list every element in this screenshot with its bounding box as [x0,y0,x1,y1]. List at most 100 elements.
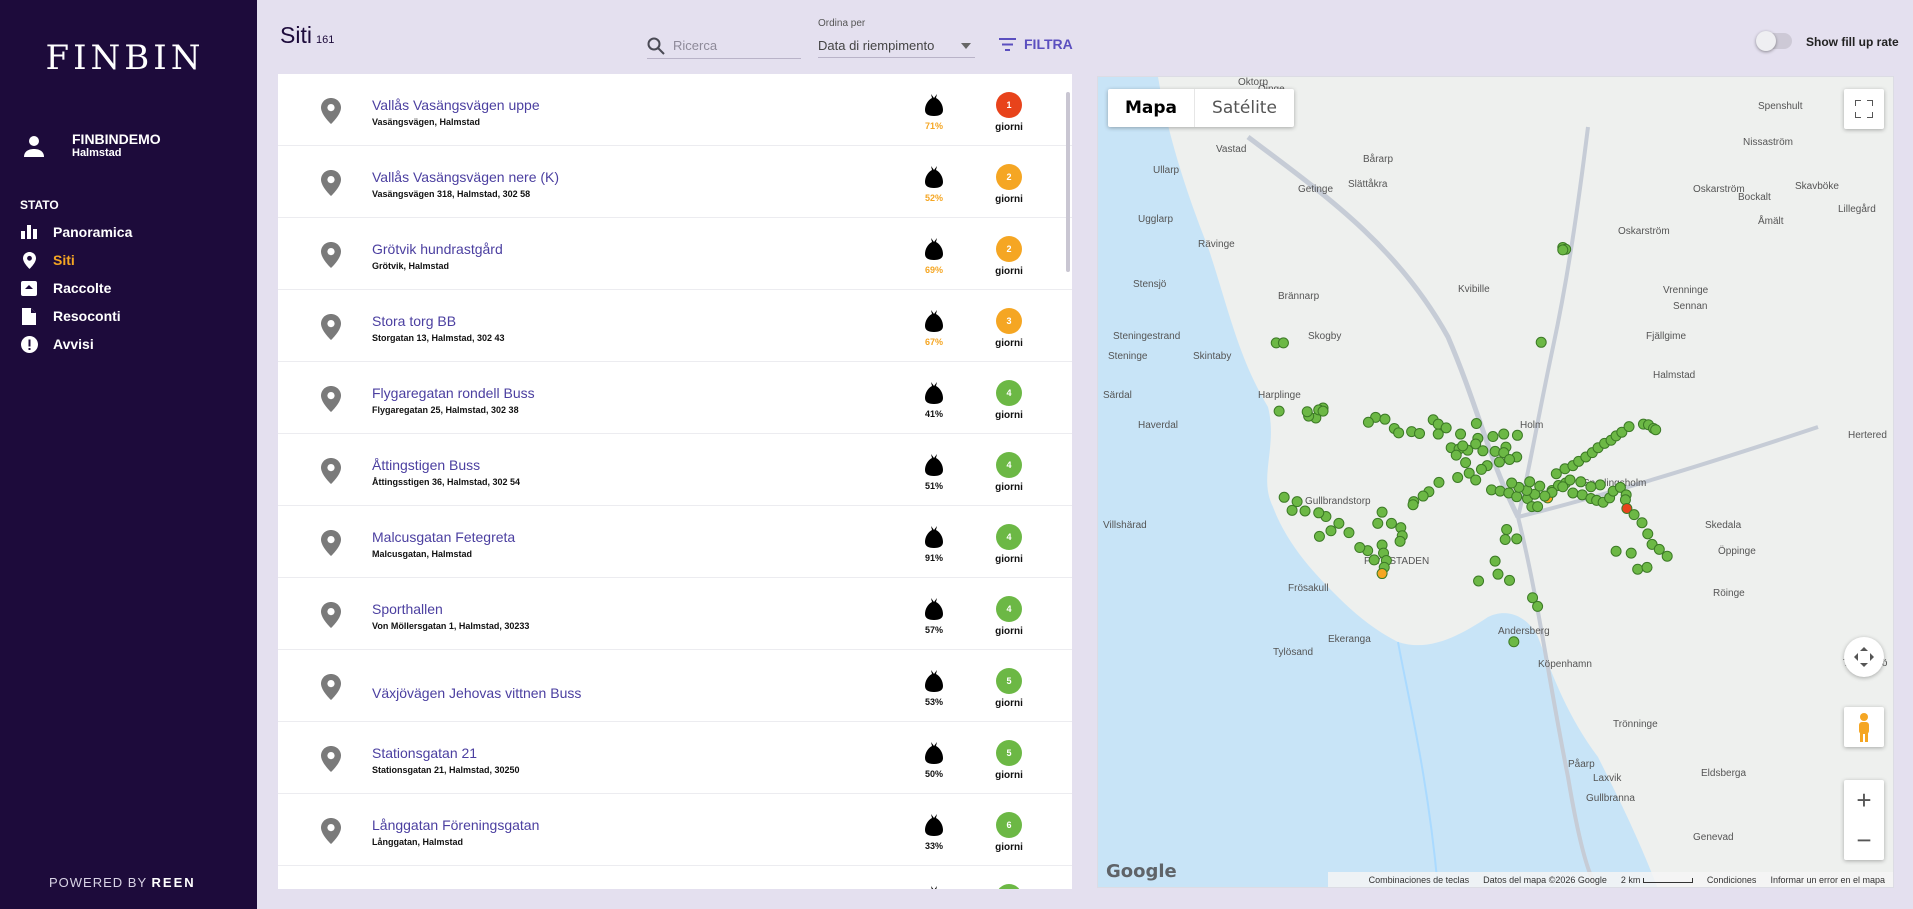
site-marker[interactable] [1534,480,1546,492]
site-marker[interactable] [1511,429,1523,441]
keyboard-shortcuts-link[interactable]: Combinaciones de teclas [1368,874,1470,885]
site-row[interactable]: Vallås Vasängsvägen nere (K) Vasängsvägen… [278,146,1072,218]
site-marker[interactable] [1539,490,1551,502]
site-name[interactable]: Långgatan Föreningsgatan [372,817,540,833]
site-marker[interactable] [1273,405,1285,417]
map-canvas[interactable]: ÖingeSpenshultUppnoraVastadBårarpNissast… [1098,77,1894,888]
site-marker[interactable] [1417,490,1429,502]
site-marker[interactable] [1278,491,1290,503]
site-marker[interactable] [1527,592,1539,604]
zoom-out-button[interactable]: − [1856,824,1872,855]
fill-rate-toggle[interactable] [1756,31,1792,51]
site-name[interactable]: Stora torg BB [372,313,457,329]
site-marker[interactable] [1470,438,1482,450]
site-marker[interactable] [1493,456,1505,468]
sidebar-item-panoramica[interactable]: Panoramica [20,218,132,246]
search-input[interactable] [673,38,793,53]
sidebar-item-avvisi[interactable]: Avvisi [20,330,132,358]
site-marker[interactable] [1463,467,1475,479]
site-marker[interactable] [1333,517,1345,529]
sort-select[interactable]: Data di riempimento [818,34,975,58]
fullscreen-button[interactable] [1844,89,1884,129]
site-marker[interactable] [1450,449,1462,461]
map-panel[interactable]: ÖingeSpenshultUppnoraVastadBårarpNissast… [1097,76,1894,888]
site-name[interactable]: Vallås Vasängsvägen uppe [372,97,540,113]
site-row[interactable]: Sporthallen Von Möllersgatan 1, Halmstad,… [278,578,1072,650]
site-markers[interactable] [1270,241,1673,648]
scroll-thumb[interactable] [1066,92,1070,272]
filter-button[interactable]: FILTRA [999,34,1073,54]
site-marker[interactable] [1457,440,1469,452]
site-marker[interactable] [1343,527,1355,539]
site-marker[interactable] [1628,509,1640,521]
site-marker[interactable] [1501,524,1513,536]
site-marker[interactable] [1393,427,1405,439]
site-marker[interactable] [1492,568,1504,580]
map-tab-map[interactable]: Mapa [1108,89,1196,127]
site-marker[interactable] [1557,244,1569,256]
site-marker[interactable] [1277,337,1289,349]
site-marker[interactable] [1614,481,1626,493]
zoom-in-button[interactable]: + [1856,784,1872,815]
site-marker[interactable] [1452,471,1464,483]
site-row[interactable]: Långgatan Föreningsgatan Långgatan, Halms… [278,794,1072,866]
site-marker[interactable] [1385,517,1397,529]
site-marker[interactable] [1376,506,1388,518]
site-marker[interactable] [1575,476,1587,488]
site-row[interactable]: Flygaregatan rondell Buss Flygaregatan 25… [278,362,1072,434]
site-marker[interactable] [1511,491,1523,503]
search-box[interactable] [647,33,801,59]
site-marker[interactable] [1535,336,1547,348]
sidebar-item-raccolte[interactable]: Raccolte [20,274,132,302]
site-marker[interactable] [1641,561,1653,573]
site-marker[interactable] [1625,547,1637,559]
terms-link[interactable]: Condiciones [1706,874,1757,885]
site-marker[interactable] [1653,543,1665,555]
report-error-link[interactable]: Informar un error en el mapa [1770,874,1885,885]
site-marker[interactable] [1291,496,1303,508]
site-marker[interactable] [1489,555,1501,567]
site-marker[interactable] [1362,416,1374,428]
site-row[interactable]: Åttingstigen Buss Åttingsstigen 36, Halms… [278,434,1072,506]
site-marker[interactable] [1368,554,1380,566]
street-view-button[interactable] [1844,707,1884,747]
site-marker[interactable] [1564,474,1576,486]
sidebar-item-resoconti[interactable]: Resoconti [20,302,132,330]
site-marker[interactable] [1460,457,1472,469]
site-marker[interactable] [1440,422,1452,434]
site-name[interactable]: Stationsgatan 21 [372,745,478,761]
site-marker[interactable] [1632,563,1644,575]
site-marker[interactable] [1432,428,1444,440]
site-name[interactable]: Malcusgatan Fetegreta [372,529,516,545]
site-marker[interactable] [1642,528,1654,540]
site-marker[interactable] [1477,445,1489,457]
site-marker[interactable] [1532,501,1544,513]
site-marker[interactable] [1433,476,1445,488]
site-name[interactable]: Vallås Vasängsvägen nere (K) [372,169,560,185]
site-marker[interactable] [1585,481,1597,493]
site-marker[interactable] [1470,474,1482,486]
site-row[interactable]: Växjövägen Jehovas vittnen Buss 53% 5 giorn… [278,650,1072,722]
site-marker[interactable] [1498,428,1510,440]
site-marker[interactable] [1567,487,1579,499]
site-row[interactable]: Vallås Vasängsvägen uppe Vasängsvägen, Ha… [278,74,1072,146]
site-marker[interactable] [1621,502,1633,514]
site-marker[interactable] [1506,477,1518,489]
site-row[interactable]: Malcusgatan Fetegreta Malcusgatan, Halmst… [278,506,1072,578]
site-marker[interactable] [1499,533,1511,545]
site-marker[interactable] [1414,427,1426,439]
site-marker[interactable] [1313,507,1325,519]
site-marker[interactable] [1313,530,1325,542]
site-row[interactable]: giorni [278,866,1072,889]
map-scale[interactable]: 2 km [1621,875,1693,885]
site-marker[interactable] [1623,421,1635,433]
site-marker[interactable] [1594,479,1606,491]
site-marker[interactable] [1508,636,1520,648]
site-marker[interactable] [1487,431,1499,443]
site-marker[interactable] [1475,463,1487,475]
site-marker[interactable] [1394,535,1406,547]
site-marker[interactable] [1650,424,1662,436]
site-marker[interactable] [1532,600,1544,612]
site-marker[interactable] [1376,568,1388,580]
map-tab-satellite[interactable]: Satélite [1212,98,1277,118]
